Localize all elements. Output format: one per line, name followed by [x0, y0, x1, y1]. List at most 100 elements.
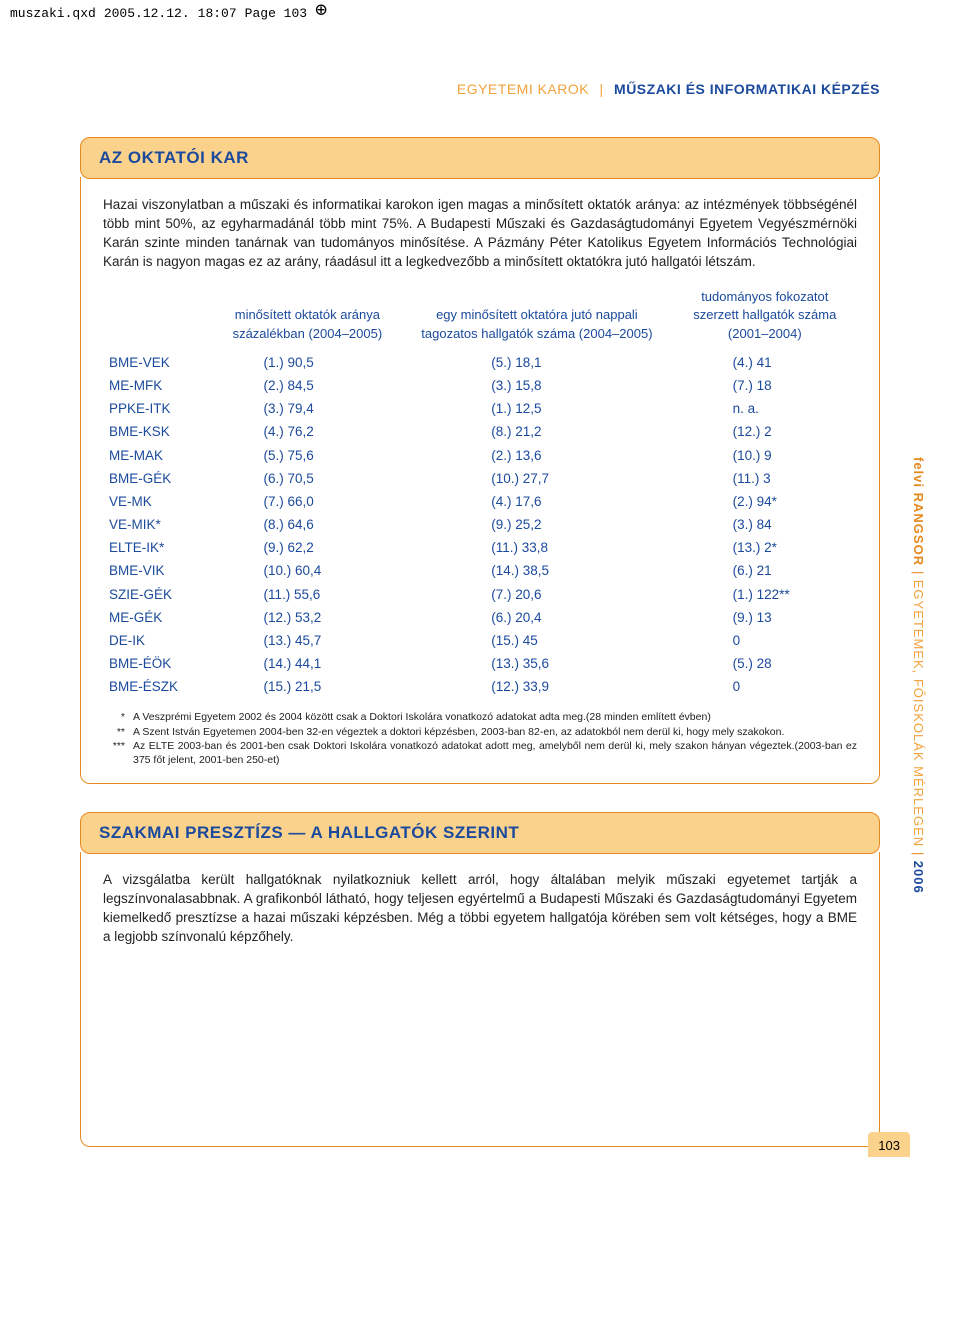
page-content: EGYETEMI KAROK | MŰSZAKI ÉS INFORMATIKAI…	[0, 21, 960, 1167]
cell-c1: (9.) 62,2	[214, 536, 402, 559]
cell-c2: (10.) 27,7	[401, 467, 672, 490]
table-row: BME-ÉSZK(15.) 21,5(12.) 33,90	[103, 675, 857, 698]
cell-c1: (3.) 79,4	[214, 397, 402, 420]
cell-c1: (11.) 55,6	[214, 583, 402, 606]
crop-mark-icon: ⊕	[315, 6, 327, 18]
footnote-star: **	[103, 725, 125, 739]
cell-c1: (4.) 76,2	[214, 420, 402, 443]
table-row: DE-IK(13.) 45,7(15.) 450	[103, 629, 857, 652]
file-name: muszaki.qxd	[10, 6, 96, 21]
cell-c2: (1.) 12,5	[401, 397, 672, 420]
file-time: 18:07	[198, 6, 237, 21]
footnote-2-text: A Szent István Egyetemen 2004-ben 32-en …	[133, 725, 784, 739]
section1-body: Hazai viszonylatban a műszaki és informa…	[80, 177, 880, 784]
cell-inst: ME-GÉK	[103, 606, 214, 629]
cell-c2: (7.) 20,6	[401, 583, 672, 606]
cell-c3: 0	[673, 675, 857, 698]
cell-c2: (13.) 35,6	[401, 652, 672, 675]
cell-inst: SZIE-GÉK	[103, 583, 214, 606]
table-row: SZIE-GÉK(11.) 55,6(7.) 20,6(1.) 122**	[103, 583, 857, 606]
table-row: BME-GÉK(6.) 70,5(10.) 27,7(11.) 3	[103, 467, 857, 490]
cell-c2: (14.) 38,5	[401, 559, 672, 582]
cell-c3: (12.) 2	[673, 420, 857, 443]
cell-c3: (10.) 9	[673, 444, 857, 467]
cell-c2: (2.) 13,6	[401, 444, 672, 467]
file-date: 2005.12.12.	[104, 6, 190, 21]
table-row: BME-ÉÖK(14.) 44,1(13.) 35,6(5.) 28	[103, 652, 857, 675]
cell-c3: (7.) 18	[673, 374, 857, 397]
cell-c3: (2.) 94*	[673, 490, 857, 513]
side-a: felvi	[911, 457, 926, 488]
cell-c3: (6.) 21	[673, 559, 857, 582]
footnote-star: *	[103, 710, 125, 724]
cell-c3: n. a.	[673, 397, 857, 420]
cell-c1: (7.) 66,0	[214, 490, 402, 513]
section2-title: SZAKMAI PRESZTÍZS — A HALLGATÓK SZERINT	[99, 823, 519, 842]
section1-para: Hazai viszonylatban a műszaki és informa…	[103, 195, 857, 272]
cell-c2: (12.) 33,9	[401, 675, 672, 698]
side-year: 2006	[911, 861, 926, 894]
cell-c1: (15.) 21,5	[214, 675, 402, 698]
cell-inst: BME-GÉK	[103, 467, 214, 490]
cell-c1: (10.) 60,4	[214, 559, 402, 582]
footnote-1-text: A Veszprémi Egyetem 2002 és 2004 között …	[133, 710, 711, 724]
cell-inst: ME-MFK	[103, 374, 214, 397]
section2-para: A vizsgálatba került hallgatóknak nyilat…	[103, 870, 857, 947]
cell-c1: (6.) 70,5	[214, 467, 402, 490]
footnote-star: ***	[103, 739, 125, 767]
footnote-3-text: Az ELTE 2003-ban és 2001-ben csak Doktor…	[133, 739, 857, 767]
th-2: egy minősített oktatóra jutó nappali tag…	[401, 284, 672, 351]
footnote-1: * A Veszprémi Egyetem 2002 és 2004 közöt…	[103, 710, 857, 724]
cell-inst: DE-IK	[103, 629, 214, 652]
cell-inst: ELTE-IK*	[103, 536, 214, 559]
cell-c2: (9.) 25,2	[401, 513, 672, 536]
data-table: minősített oktatók aránya százalékban (2…	[103, 284, 857, 699]
section2-body: A vizsgálatba került hallgatóknak nyilat…	[80, 852, 880, 1147]
cell-c2: (15.) 45	[401, 629, 672, 652]
footnote-2: ** A Szent István Egyetemen 2004-ben 32-…	[103, 725, 857, 739]
section1-title: AZ OKTATÓI KAR	[99, 148, 249, 167]
side-label: felvi RANGSOR | EGYETEMEK, FŐISKOLÁK MÉR…	[911, 457, 926, 894]
th-1: minősített oktatók aránya százalékban (2…	[214, 284, 402, 351]
cell-c3: 0	[673, 629, 857, 652]
cell-inst: BME-ÉSZK	[103, 675, 214, 698]
footnotes: * A Veszprémi Egyetem 2002 és 2004 közöt…	[103, 710, 857, 767]
breadcrumb-left: EGYETEMI KAROK	[457, 81, 589, 97]
table-row: ME-MFK(2.) 84,5(3.) 15,8(7.) 18	[103, 374, 857, 397]
cell-inst: ME-MAK	[103, 444, 214, 467]
cell-c2: (5.) 18,1	[401, 351, 672, 374]
cell-inst: PPKE-ITK	[103, 397, 214, 420]
side-c: EGYETEMEK, FŐISKOLÁK MÉRLEGEN	[911, 580, 926, 847]
footnote-3: *** Az ELTE 2003-ban és 2001-ben csak Do…	[103, 739, 857, 767]
table-row: ME-GÉK(12.) 53,2(6.) 20,4(9.) 13	[103, 606, 857, 629]
cell-c1: (8.) 64,6	[214, 513, 402, 536]
th-inst	[103, 284, 214, 351]
cell-c2: (4.) 17,6	[401, 490, 672, 513]
cell-c3: (13.) 2*	[673, 536, 857, 559]
cell-inst: BME-VEK	[103, 351, 214, 374]
table-row: BME-VIK(10.) 60,4(14.) 38,5(6.) 21	[103, 559, 857, 582]
cell-c1: (13.) 45,7	[214, 629, 402, 652]
table-row: PPKE-ITK(3.) 79,4(1.) 12,5n. a.	[103, 397, 857, 420]
table-row: VE-MK(7.) 66,0(4.) 17,6(2.) 94*	[103, 490, 857, 513]
cell-inst: BME-ÉÖK	[103, 652, 214, 675]
cell-c3: (9.) 13	[673, 606, 857, 629]
cell-c3: (3.) 84	[673, 513, 857, 536]
cell-c2: (6.) 20,4	[401, 606, 672, 629]
cell-inst: VE-MIK*	[103, 513, 214, 536]
cell-inst: BME-KSK	[103, 420, 214, 443]
cell-c1: (5.) 75,6	[214, 444, 402, 467]
cell-c2: (8.) 21,2	[401, 420, 672, 443]
file-page: Page 103	[245, 6, 307, 21]
side-b: RANGSOR	[911, 493, 926, 566]
cell-c1: (12.) 53,2	[214, 606, 402, 629]
cell-inst: VE-MK	[103, 490, 214, 513]
breadcrumb-right: MŰSZAKI ÉS INFORMATIKAI KÉPZÉS	[614, 81, 880, 97]
table-row: BME-KSK(4.) 76,2(8.) 21,2(12.) 2	[103, 420, 857, 443]
cell-c1: (2.) 84,5	[214, 374, 402, 397]
cell-c1: (14.) 44,1	[214, 652, 402, 675]
table-row: BME-VEK(1.) 90,5(5.) 18,1(4.) 41	[103, 351, 857, 374]
th-3: tudományos fokozatot szerzett hallgatók …	[673, 284, 857, 351]
page-number: 103	[868, 1132, 910, 1157]
cell-c1: (1.) 90,5	[214, 351, 402, 374]
